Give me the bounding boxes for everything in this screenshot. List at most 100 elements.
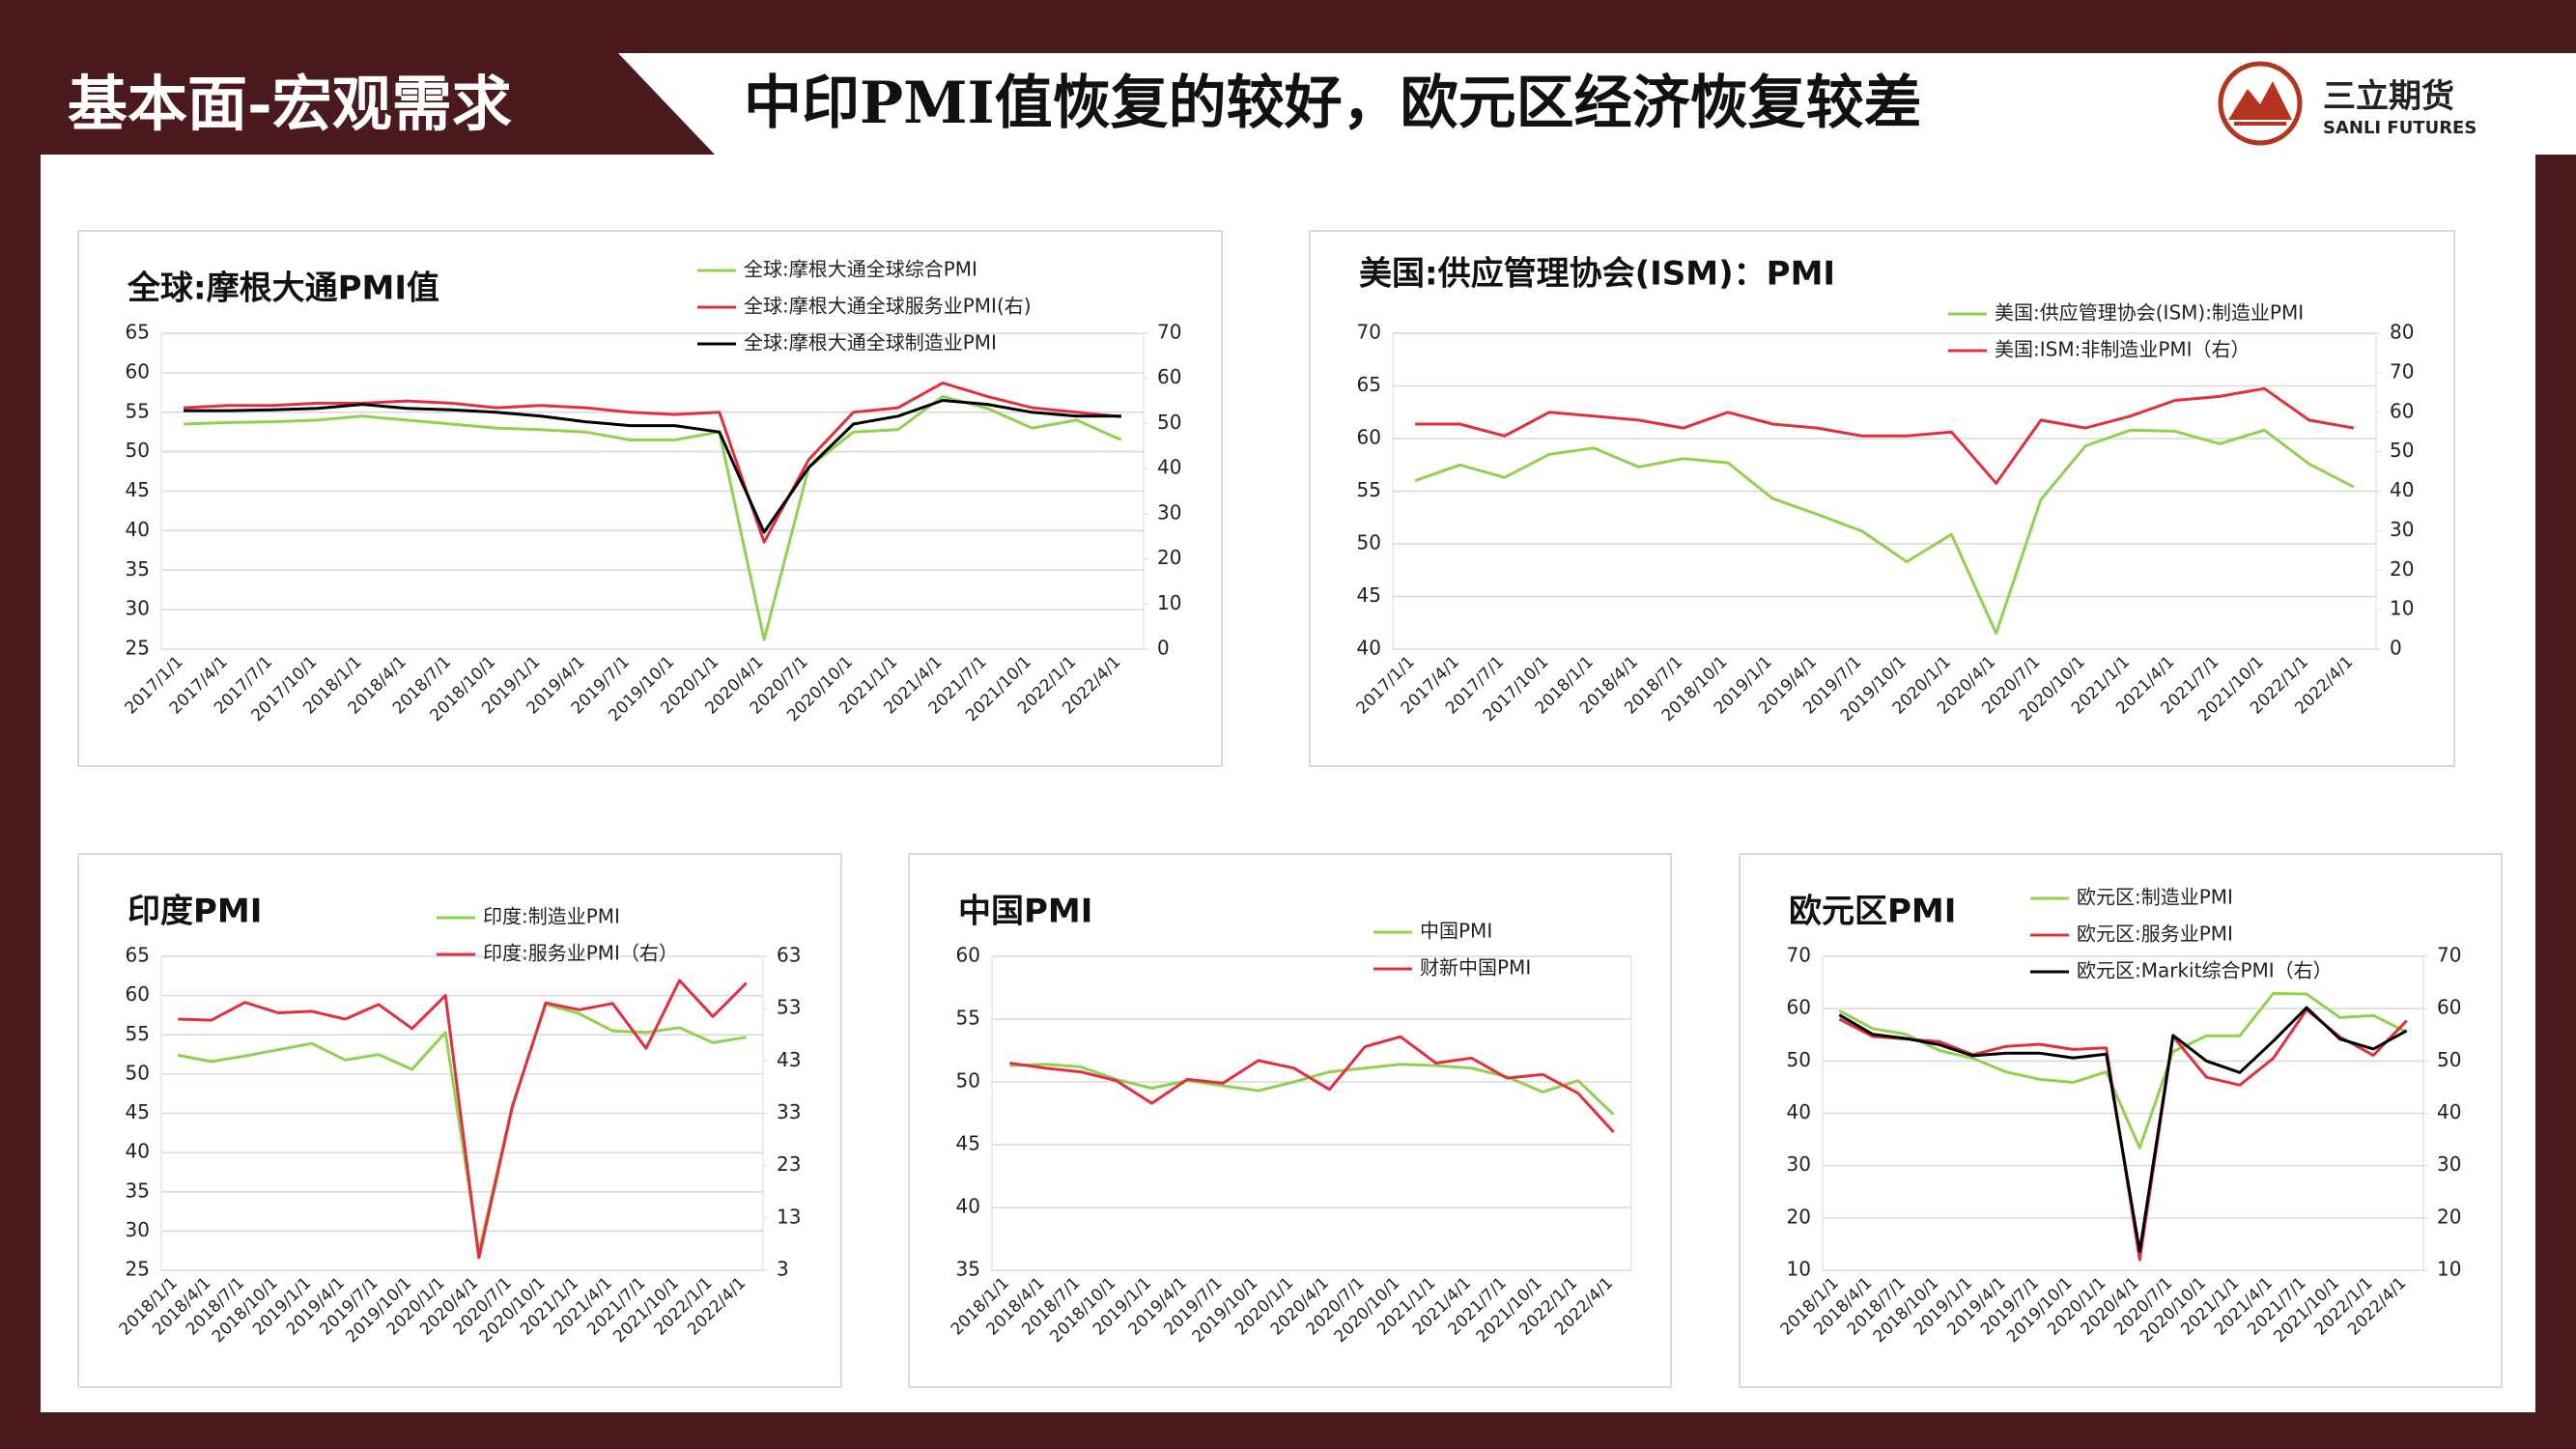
y2-tick-label: 70 [2437,944,2461,967]
y2-tick-label: 3 [777,1258,789,1281]
legend-label: 全球:摩根大通全球制造业PMI [744,331,997,355]
y2-tick-label: 33 [777,1100,801,1123]
series-line [1415,386,2355,485]
chart: 中国PMI3540455055602018/1/12018/4/12018/7/… [948,893,1632,1347]
brand-name: 三立期货 [2323,77,2454,116]
series-line [1009,1035,1615,1134]
y2-tick-label: 23 [777,1152,801,1176]
logo [2218,61,2303,146]
y-tick-label: 25 [126,637,150,660]
y2-tick-label: 20 [2390,557,2414,581]
chart-panel: 美国:供应管理协会(ISM)：PMI 40 45 50 55 60 65 70 0 10 20 30 4… [1309,230,2455,767]
y2-tick-label: 10 [1157,591,1181,614]
y2-tick-label: 40 [1157,456,1181,479]
y-tick-label: 30 [126,597,150,620]
y2-tick-label: 10 [2437,1258,2461,1281]
y-tick-label: 40 [1357,637,1381,660]
chart-title: 全球:摩根大通PMI值 [127,270,439,308]
y-tick-label: 30 [1787,1152,1811,1176]
y-tick-label: 25 [126,1258,150,1281]
y-tick-label: 50 [126,439,150,462]
chart-panel: 全球:摩根大通PMI值 25 30 35 40 45 50 55 60 65 0 10 20 30 40 50… [77,230,1223,767]
series-line [1838,1008,2408,1262]
section-tag: 基本面-宏观需求 [68,69,512,139]
y2-tick-label: 30 [2437,1152,2461,1176]
y2-tick-label: 63 [777,944,801,967]
y2-tick-label: 60 [2437,996,2461,1019]
legend-label: 美国:ISM:非制造业PMI（右） [1995,338,2250,361]
y2-tick-label: 20 [2437,1205,2461,1228]
chart-panel: 欧元区PMI 10 20 30 40 50 60 70 10 20 30 40 50 60 70 2018/1… [1739,853,2503,1388]
y2-tick-label: 30 [1157,500,1181,524]
y-tick-label: 60 [956,944,980,967]
y-tick-label: 40 [126,1140,150,1163]
y-tick-label: 55 [126,1022,150,1045]
y-tick-label: 50 [956,1069,980,1093]
y-tick-label: 30 [126,1218,150,1241]
y2-tick-label: 0 [1157,637,1170,660]
chart: 全球:摩根大通PMI值 25 30 35 40 45 50 55 60 65 0 10 20 30 40 50… [122,258,1182,726]
y-tick-label: 55 [126,399,150,422]
y-tick-label: 50 [1357,531,1381,554]
headline: 中印PMI值恢复的较好，欧元区经济恢复较差 [744,70,1922,137]
y-tick-label: 50 [126,1061,150,1084]
y-tick-label: 60 [1787,996,1811,1019]
plot-area [991,955,1632,1271]
series-line [184,381,1122,544]
y-tick-label: 40 [956,1195,980,1218]
chart-title: 中国PMI [958,893,1092,931]
chart-title: 美国:供应管理协会(ISM)：PMI [1359,255,1835,294]
y2-tick-label: 10 [2390,597,2414,620]
series-line [1838,992,2408,1150]
legend-label: 全球:摩根大通全球服务业PMI(右) [744,295,1032,318]
y-tick-label: 55 [1357,478,1381,501]
series-line [184,399,1121,534]
y-tick-label: 50 [1787,1048,1811,1071]
legend-label: 财新中国PMI [1420,956,1531,980]
y2-tick-label: 30 [2390,518,2414,541]
chart-panel: 印度PMI 25 30 35 40 45 50 55 60 65 3 13 23 33 43 53 63 2018… [77,853,842,1388]
y2-tick-label: 40 [2437,1100,2461,1123]
y2-tick-label: 70 [2390,359,2414,383]
y-tick-label: 45 [1357,583,1381,607]
y-tick-label: 60 [126,359,150,383]
y-tick-label: 35 [126,557,150,581]
brand-sub: SANLI FUTURES [2323,118,2477,138]
chart-title: 欧元区PMI [1789,893,1956,931]
y2-tick-label: 0 [2390,637,2402,660]
y-tick-label: 40 [126,518,150,541]
legend-label: 欧元区:服务业PMI [2077,923,2233,946]
y-tick-label: 35 [126,1179,150,1202]
y2-tick-label: 13 [777,1205,801,1228]
y2-tick-label: 50 [2390,439,2414,462]
series-line [178,979,748,1260]
series-line [1414,428,2355,636]
legend-label: 中国PMI [1420,920,1492,943]
y2-tick-label: 50 [2437,1048,2461,1071]
y-tick-label: 65 [126,944,150,967]
series-line [184,394,1122,641]
y-tick-label: 45 [126,1100,150,1123]
y-tick-label: 60 [1357,426,1381,449]
legend-label: 印度:制造业PMI [483,905,620,928]
y-tick-label: 45 [956,1132,980,1155]
y-tick-label: 40 [1787,1100,1811,1123]
y-tick-label: 65 [126,321,150,344]
y-tick-label: 10 [1787,1258,1811,1281]
y-tick-label: 45 [126,478,150,501]
y2-tick-label: 60 [2390,399,2414,422]
y2-tick-label: 43 [777,1048,801,1071]
y2-tick-label: 53 [777,996,801,1019]
y2-tick-label: 40 [2390,478,2414,501]
y2-tick-label: 20 [1157,546,1181,569]
chart-panel: 中国PMI 35 40 45 50 55 60 2018/1/1 2018/4/1 2018/7/… [908,853,1672,1388]
legend-label: 美国:供应管理协会(ISM):制造业PMI [1995,301,2304,325]
y-tick-label: 70 [1787,944,1811,967]
y-tick-label: 55 [956,1007,980,1030]
series-line [1009,1063,1615,1116]
chart: 美国:供应管理协会(ISM)：PMI 40 45 50 55 60 65 70 0 10 20 30 4… [1353,255,2415,726]
y2-tick-label: 60 [1157,365,1181,388]
y-tick-label: 20 [1787,1205,1811,1228]
series-line [1838,1006,2408,1253]
